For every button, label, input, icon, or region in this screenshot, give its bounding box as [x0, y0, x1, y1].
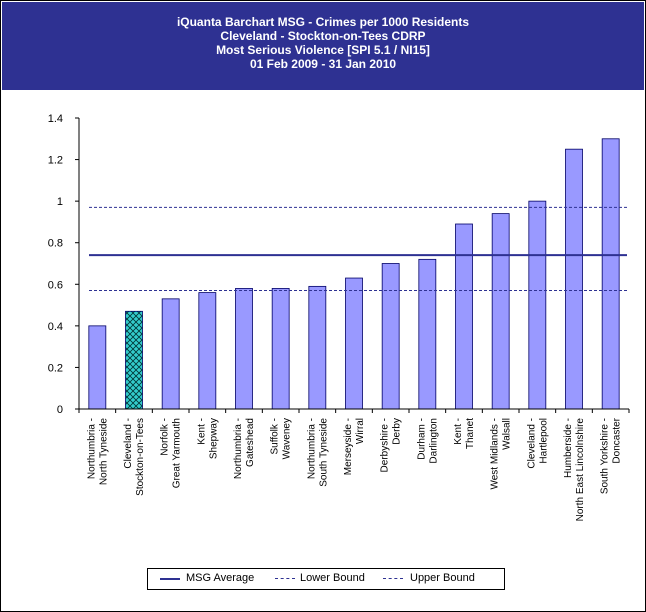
x-category-label-line1: Cleveland - — [123, 418, 134, 469]
x-category-label-line1: Kent - — [453, 418, 464, 445]
bar — [601, 138, 620, 410]
bar — [491, 213, 510, 410]
x-category-label: South Yorkshire - Doncaster — [600, 417, 623, 494]
chart-subtitle-measure: Most Serious Violence [SPI 5.1 / NI15] — [216, 43, 430, 57]
x-category-label: Kent - Thanet — [453, 418, 476, 449]
chart-legend: MSG Average Lower Bound Upper Bound — [147, 568, 505, 590]
x-category-label: Kent - Shepway — [196, 418, 219, 459]
legend-dashed-line-upper — [383, 578, 403, 579]
x-category-label-line2: Hartlepool — [538, 418, 549, 464]
x-category-label-line1: Derbyshire - — [380, 418, 391, 472]
bar — [455, 223, 473, 410]
x-category-label: Derbyshire - Derby — [380, 418, 403, 472]
x-category-label: Suffolk - Waveney — [270, 418, 293, 459]
x-category-label-line1: Durham - — [416, 418, 427, 460]
bar — [528, 200, 547, 410]
x-category-label-line2: Shepway — [208, 418, 219, 459]
x-category-label-line1: Northumbria - — [233, 418, 244, 479]
x-category-label-line2: Wirral — [355, 418, 366, 444]
x-category-label-line2: Stockton-on-Tees — [135, 418, 146, 496]
y-tick-label: 0.4 — [48, 321, 63, 333]
y-tick-label: 0.2 — [48, 362, 63, 374]
bar — [308, 285, 327, 410]
bar — [88, 325, 107, 410]
legend-label-lower: Lower Bound — [300, 572, 365, 584]
x-category-label-line2: Waveney — [282, 418, 293, 459]
x-category-label-line1: Merseyside - — [343, 418, 354, 475]
x-category-label-line2: Darlington — [428, 418, 439, 464]
x-category-label-line1: Northumbria - — [306, 418, 317, 479]
bar-highlighted — [125, 310, 143, 410]
x-category-label-line2: Great Yarmouth — [172, 418, 183, 488]
y-tick-label: 1.4 — [48, 113, 63, 125]
x-category-label: Merseyside - Wirral — [343, 418, 366, 475]
x-category-label-line2: North East Lincolnshire — [575, 418, 586, 522]
chart-subtitle-area: Cleveland - Stockton-on-Tees CDRP — [220, 29, 426, 43]
x-category-label-line1: South Yorkshire - — [600, 418, 611, 494]
bar — [198, 292, 217, 410]
legend-solid-line — [160, 578, 180, 580]
bar — [565, 148, 583, 410]
bar — [381, 263, 400, 410]
x-category-label-line1: Norfolk - — [160, 418, 171, 456]
bar — [345, 277, 363, 410]
x-category-label-line1: West Midlands - — [490, 418, 501, 490]
legend-label-average: MSG Average — [186, 572, 255, 584]
y-tick-label: 0.8 — [48, 238, 63, 250]
x-category-label-line2: South Tyneside — [318, 418, 329, 487]
x-category-label-line2: Thanet — [465, 418, 476, 449]
y-tick-label: 1.2 — [48, 155, 63, 167]
x-category-label: Durham - Darlington — [416, 418, 439, 464]
x-category-label: Northumbria - Gateshead — [233, 418, 256, 479]
x-category-label: Norfolk - Great Yarmouth — [160, 418, 183, 488]
legend-label-upper: Upper Bound — [410, 572, 475, 584]
x-category-label-line1: Humberside - — [563, 418, 574, 478]
x-category-label-line2: Walsall — [502, 418, 513, 450]
bar — [418, 258, 437, 410]
x-category-label: Northumbria - South Tyneside — [306, 418, 329, 487]
bar — [161, 298, 180, 410]
bar — [271, 288, 290, 410]
chart-subtitle-period: 01 Feb 2009 - 31 Jan 2010 — [249, 57, 397, 71]
bar — [235, 288, 253, 410]
chart-title: iQuanta Barchart MSG - Crimes per 1000 R… — [176, 15, 470, 29]
y-tick-label: 1 — [57, 196, 63, 208]
y-tick-label: 0 — [57, 404, 63, 416]
x-category-label-line1: Suffolk - — [270, 418, 281, 455]
x-category-label-line2: Doncaster — [612, 417, 623, 463]
x-category-label-line2: Gateshead — [245, 418, 256, 467]
x-category-label-line1: Cleveland - — [526, 418, 537, 469]
chart-title-banner: iQuanta Barchart MSG - Crimes per 1000 R… — [2, 2, 644, 90]
x-category-label-line2: Derby — [392, 418, 403, 445]
x-category-label: Cleveland - Hartlepool — [526, 418, 549, 469]
x-category-label: Humberside - North East Lincolnshire — [563, 418, 586, 522]
x-category-label: Northumbria - North Tyneside — [86, 418, 109, 486]
x-category-label-line1: Kent - — [196, 418, 207, 445]
x-category-label: West Midlands - Walsall — [490, 418, 513, 490]
x-category-label: Cleveland - Stockton-on-Tees — [123, 418, 146, 496]
y-tick-label: 0.6 — [48, 279, 63, 291]
x-category-label-line1: Northumbria - — [86, 418, 97, 479]
x-category-label-line2: North Tyneside — [98, 418, 109, 486]
legend-dashed-line-lower — [275, 578, 295, 579]
